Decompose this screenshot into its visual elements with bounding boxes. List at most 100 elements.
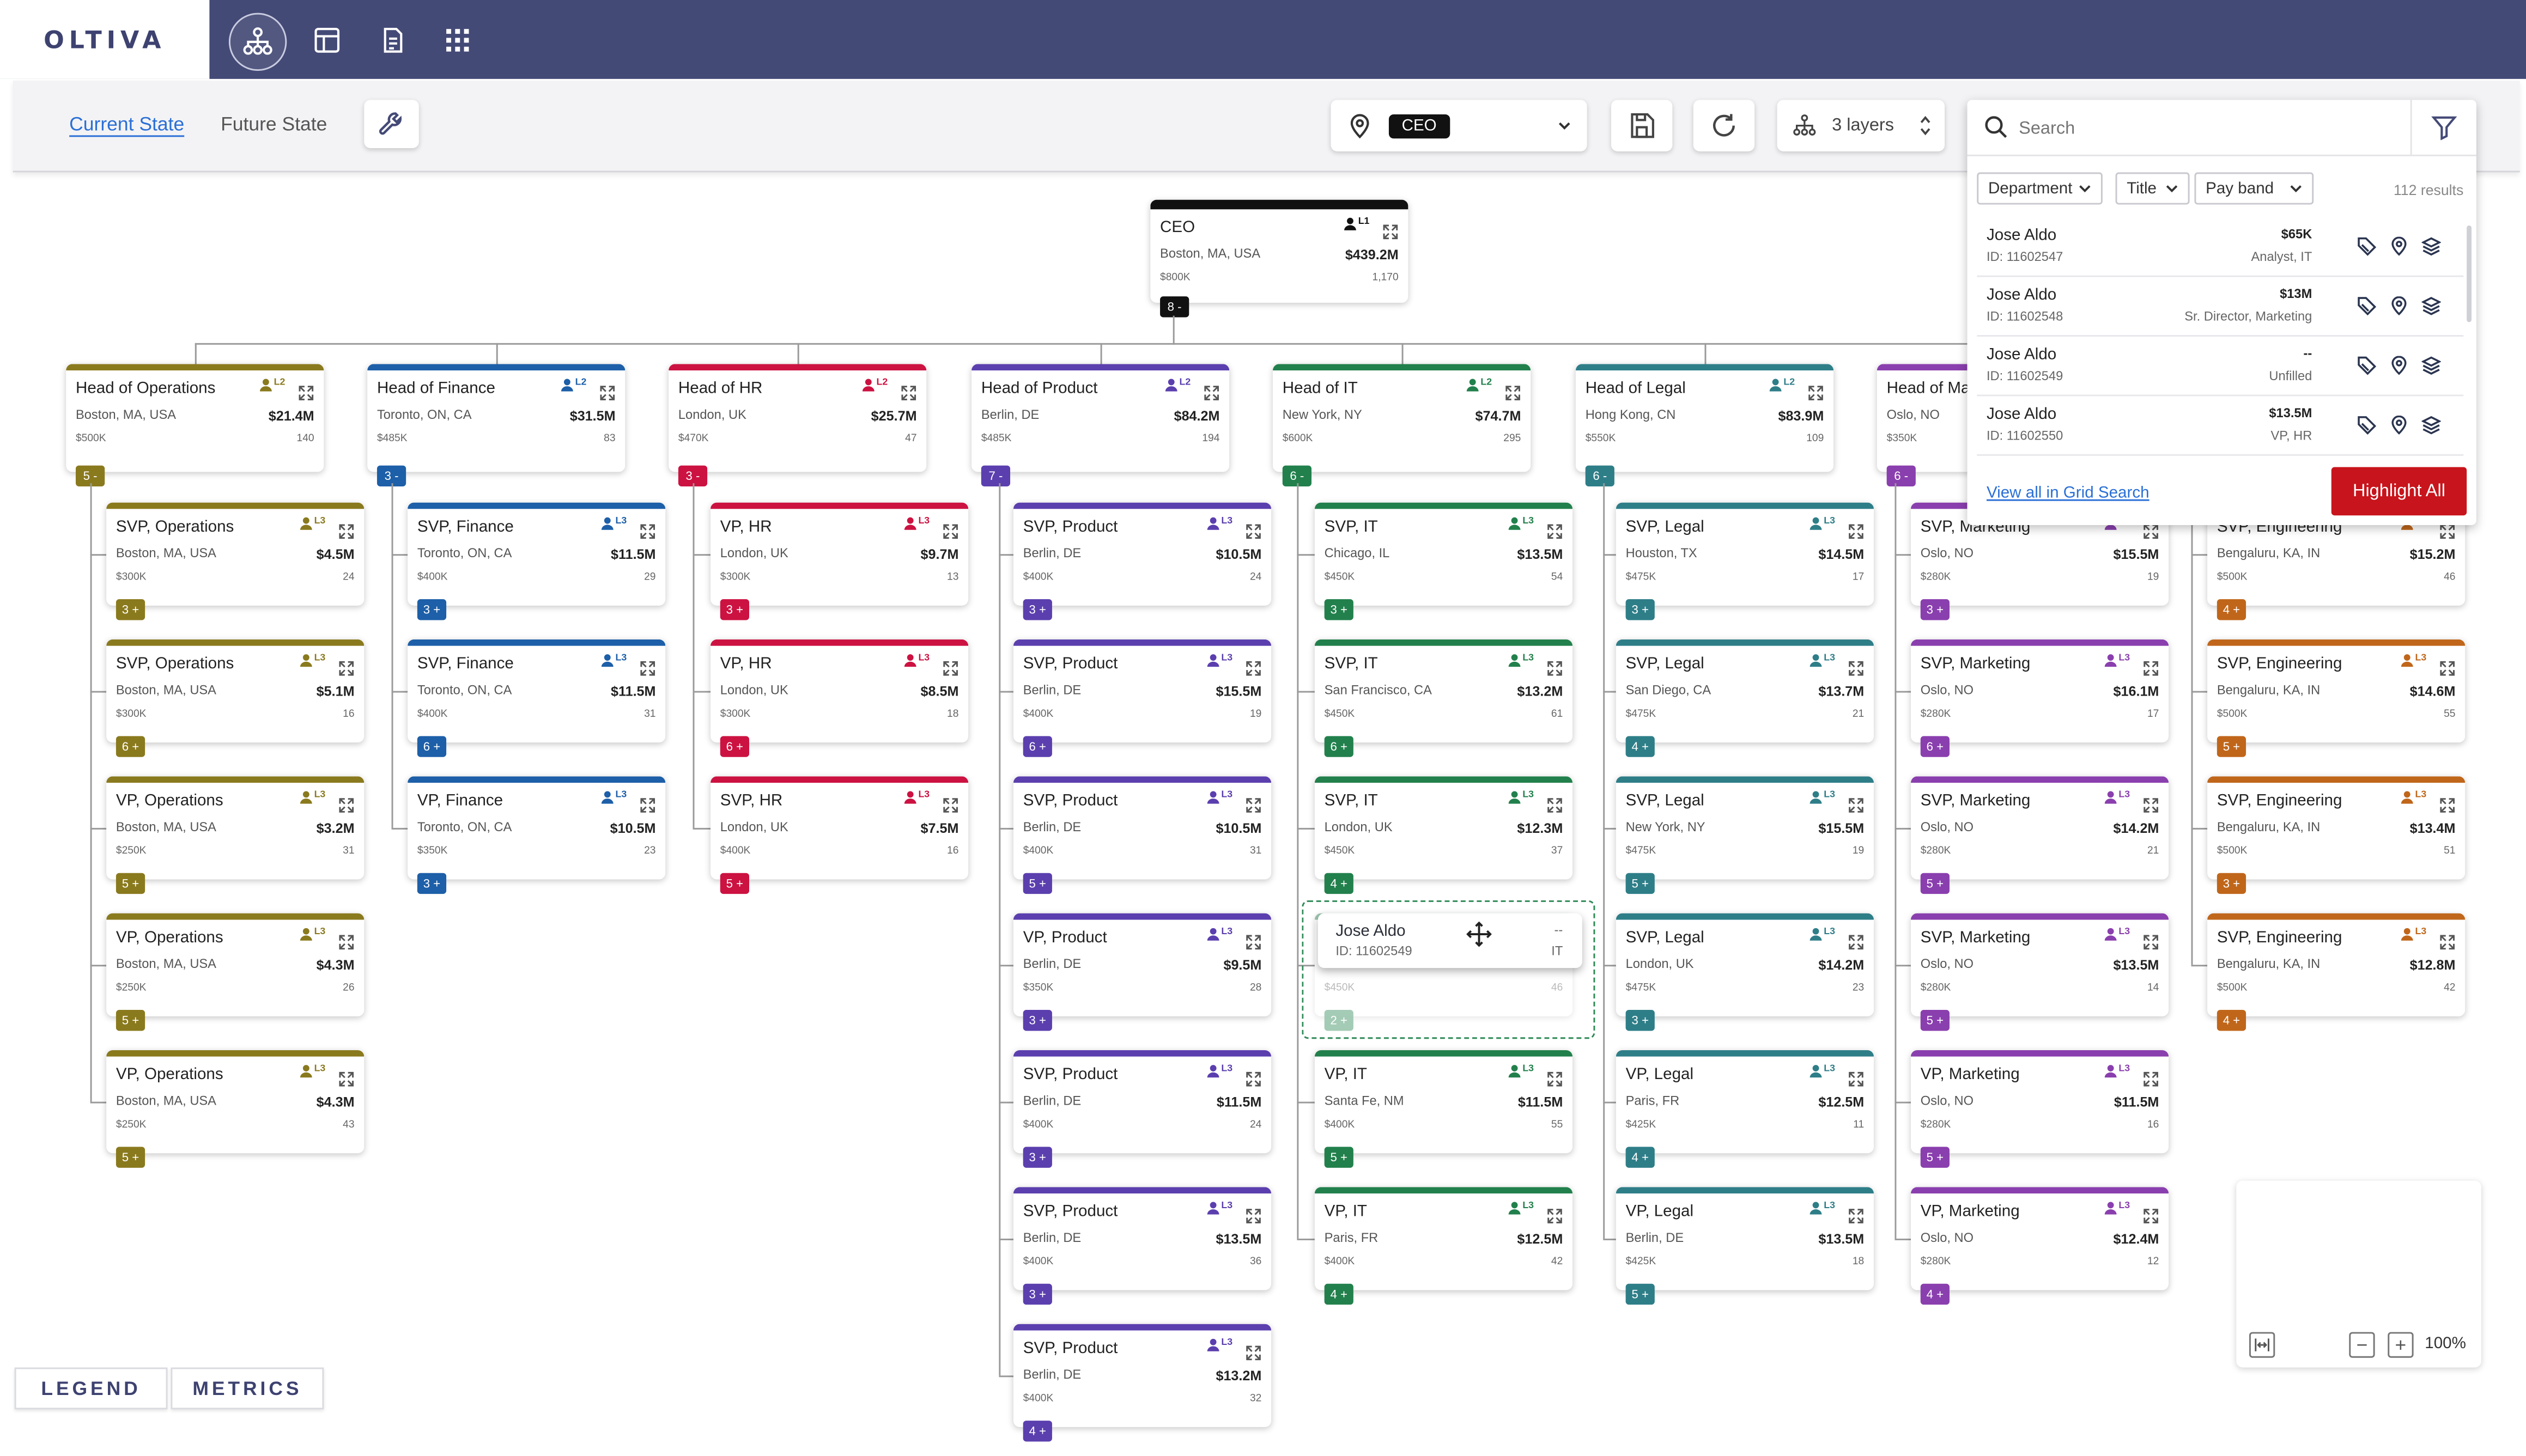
expand-badge[interactable]: 4 + (1920, 1283, 1950, 1305)
expand-badge[interactable]: 6 - (1585, 465, 1614, 487)
expand-icon[interactable] (2439, 793, 2456, 821)
expand-icon[interactable] (943, 655, 959, 684)
expand-icon[interactable] (1382, 219, 1399, 248)
expand-badge[interactable]: 5 + (1920, 1010, 1950, 1031)
expand-icon[interactable] (1547, 793, 1563, 821)
expand-icon[interactable] (1547, 655, 1563, 684)
employee-card[interactable]: VP, Marketing Oslo, NO $11.5M $280K 16 L3 5 + (1911, 1050, 2169, 1168)
expand-badge[interactable]: 3 + (1023, 1283, 1052, 1305)
employee-card[interactable]: SVP, Product Berlin, DE $13.5M $400K 36 L3 3 + (1013, 1187, 1272, 1305)
employee-card[interactable]: VP, Operations Boston, MA, USA $4.3M $250K 2… (106, 913, 365, 1031)
employee-card[interactable]: SVP, Operations Boston, MA, USA $5.1M $300K… (106, 639, 365, 757)
employee-card[interactable]: VP, HR London, UK $9.7M $300K 13 L3 3 + (711, 502, 969, 620)
employee-card[interactable]: SVP, IT London, UK $12.3M $450K 37 L3 4 + (1314, 776, 1573, 894)
view-all-link[interactable]: View all in Grid Search (1986, 485, 2149, 503)
expand-icon[interactable] (943, 519, 959, 547)
tag-icon[interactable] (2357, 296, 2377, 316)
expand-icon[interactable] (1204, 380, 1220, 409)
expand-badge[interactable]: 3 + (1324, 599, 1353, 620)
expand-icon[interactable] (2439, 929, 2456, 958)
employee-card[interactable]: SVP, Marketing Oslo, NO $16.1M $280K 17 L3 6 + (1911, 639, 2169, 757)
expand-badge[interactable]: 6 - (1282, 465, 1311, 487)
refresh-button[interactable] (1693, 100, 1755, 151)
expand-badge[interactable]: 5 + (1625, 873, 1655, 894)
employee-card[interactable]: VP, Operations Boston, MA, USA $3.2M $250K 3… (106, 776, 365, 894)
expand-badge[interactable]: 4 + (1324, 1283, 1353, 1305)
employee-card[interactable]: SVP, HR London, UK $7.5M $400K 16 L3 5 + (711, 776, 969, 894)
employee-card[interactable]: VP, Legal Berlin, DE $13.5M $425K 18 L3 5 + (1616, 1187, 1874, 1305)
expand-badge[interactable]: 5 + (116, 1147, 145, 1168)
expand-icon[interactable] (640, 519, 656, 547)
expand-icon[interactable] (2143, 655, 2159, 684)
locate-icon[interactable] (2389, 356, 2408, 375)
employee-card[interactable]: SVP, IT San Francisco, CA $13.2M $450K 61 L3 6… (1314, 639, 1573, 757)
expand-badge[interactable]: 3 - (678, 465, 708, 487)
expand-icon[interactable] (1848, 519, 1865, 547)
expand-badge[interactable]: 5 + (116, 1010, 145, 1031)
expand-icon[interactable] (2439, 655, 2456, 684)
employee-card[interactable]: SVP, IT Chicago, IL $13.5M $450K 54 L3 3 + (1314, 502, 1573, 620)
search-result-item[interactable]: Jose Aldo ID: 11602550 $13.5M VP, HR (1977, 396, 2464, 456)
expand-badge[interactable]: 6 + (417, 736, 447, 757)
dragged-employee-card[interactable]: Jose Aldo ID: 11602549 -- IT (1317, 913, 1582, 968)
zoom-in-button[interactable]: + (2388, 1332, 2414, 1358)
expand-badge[interactable]: 4 + (2217, 1010, 2246, 1031)
expand-icon[interactable] (1547, 1203, 1563, 1232)
expand-icon[interactable] (2143, 793, 2159, 821)
root-select[interactable]: CEO (1331, 100, 1587, 151)
employee-card[interactable]: VP, Operations Boston, MA, USA $4.3M $250K 4… (106, 1050, 365, 1168)
expand-badge[interactable]: 3 + (116, 599, 145, 620)
filter-button[interactable] (2410, 100, 2476, 155)
search-result-item[interactable]: Jose Aldo ID: 11602548 $13M Sr. Director, M… (1977, 277, 2464, 337)
search-result-item[interactable]: Jose Aldo ID: 11602549 -- Unfilled (1977, 337, 2464, 397)
expand-badge[interactable]: 3 + (1023, 1010, 1052, 1031)
locate-icon[interactable] (2389, 296, 2408, 316)
expand-icon[interactable] (1246, 793, 1262, 821)
expand-icon[interactable] (2143, 1203, 2159, 1232)
tab-current-state[interactable]: Current State (69, 112, 185, 136)
legend-button[interactable]: LEGEND (14, 1367, 168, 1410)
expand-badge[interactable]: 4 + (1625, 1147, 1655, 1168)
employee-card[interactable]: SVP, Product Berlin, DE $10.5M $400K 24 L3 3 + (1013, 502, 1272, 620)
fit-width-button[interactable] (2249, 1332, 2275, 1358)
save-button[interactable] (1611, 100, 1673, 151)
department-head-card[interactable]: Head of IT New York, NY $74.7M $600K 295 L2 6 … (1273, 364, 1531, 487)
expand-icon[interactable] (1547, 1067, 1563, 1095)
expand-icon[interactable] (1246, 1340, 1262, 1369)
locate-icon[interactable] (2389, 236, 2408, 256)
expand-icon[interactable] (1848, 929, 1865, 958)
tab-future-state[interactable]: Future State (221, 112, 327, 136)
expand-badge[interactable]: 7 - (981, 465, 1011, 487)
expand-icon[interactable] (599, 380, 616, 409)
expand-badge[interactable]: 3 + (720, 599, 750, 620)
expand-icon[interactable] (640, 655, 656, 684)
expand-badge[interactable]: 3 + (1625, 599, 1655, 620)
expand-badge[interactable]: 5 + (116, 873, 145, 894)
zoom-out-button[interactable]: − (2349, 1332, 2375, 1358)
department-head-card[interactable]: Head of Operations Boston, MA, USA $21.4M $… (66, 364, 324, 487)
expand-icon[interactable] (1246, 655, 1262, 684)
employee-card[interactable]: VP, HR London, UK $8.5M $300K 18 L3 6 + (711, 639, 969, 757)
expand-icon[interactable] (1246, 1067, 1262, 1095)
expand-badge[interactable]: 6 + (116, 736, 145, 757)
expand-icon[interactable] (1547, 519, 1563, 547)
expand-badge[interactable]: 4 + (1324, 873, 1353, 894)
expand-badge[interactable]: 6 - (1886, 465, 1916, 487)
expand-icon[interactable] (338, 519, 355, 547)
settings-button[interactable] (364, 100, 419, 149)
expand-badge[interactable]: 3 + (1023, 1147, 1052, 1168)
expand-badge[interactable]: 6 + (720, 736, 750, 757)
expand-badge[interactable]: 5 + (1023, 873, 1052, 894)
expand-badge[interactable]: 6 + (1920, 736, 1950, 757)
expand-badge[interactable]: 6 + (1023, 736, 1052, 757)
pay-band-filter[interactable]: Pay band (2194, 172, 2314, 205)
layers-select[interactable]: 3 layers (1777, 100, 1945, 151)
employee-card[interactable]: SVP, Legal London, UK $14.2M $475K 23 L3 3 + (1616, 913, 1874, 1031)
employee-card[interactable]: SVP, Finance Toronto, ON, CA $11.5M $400K 31… (408, 639, 666, 757)
expand-icon[interactable] (338, 793, 355, 821)
search-input[interactable] (2015, 112, 2409, 145)
employee-card[interactable]: SVP, Marketing Oslo, NO $13.5M $280K 14 L3 5 + (1911, 913, 2169, 1031)
tag-icon[interactable] (2357, 356, 2377, 375)
employee-card[interactable]: SVP, Operations Boston, MA, USA $4.5M $300K… (106, 502, 365, 620)
tag-icon[interactable] (2357, 416, 2377, 435)
